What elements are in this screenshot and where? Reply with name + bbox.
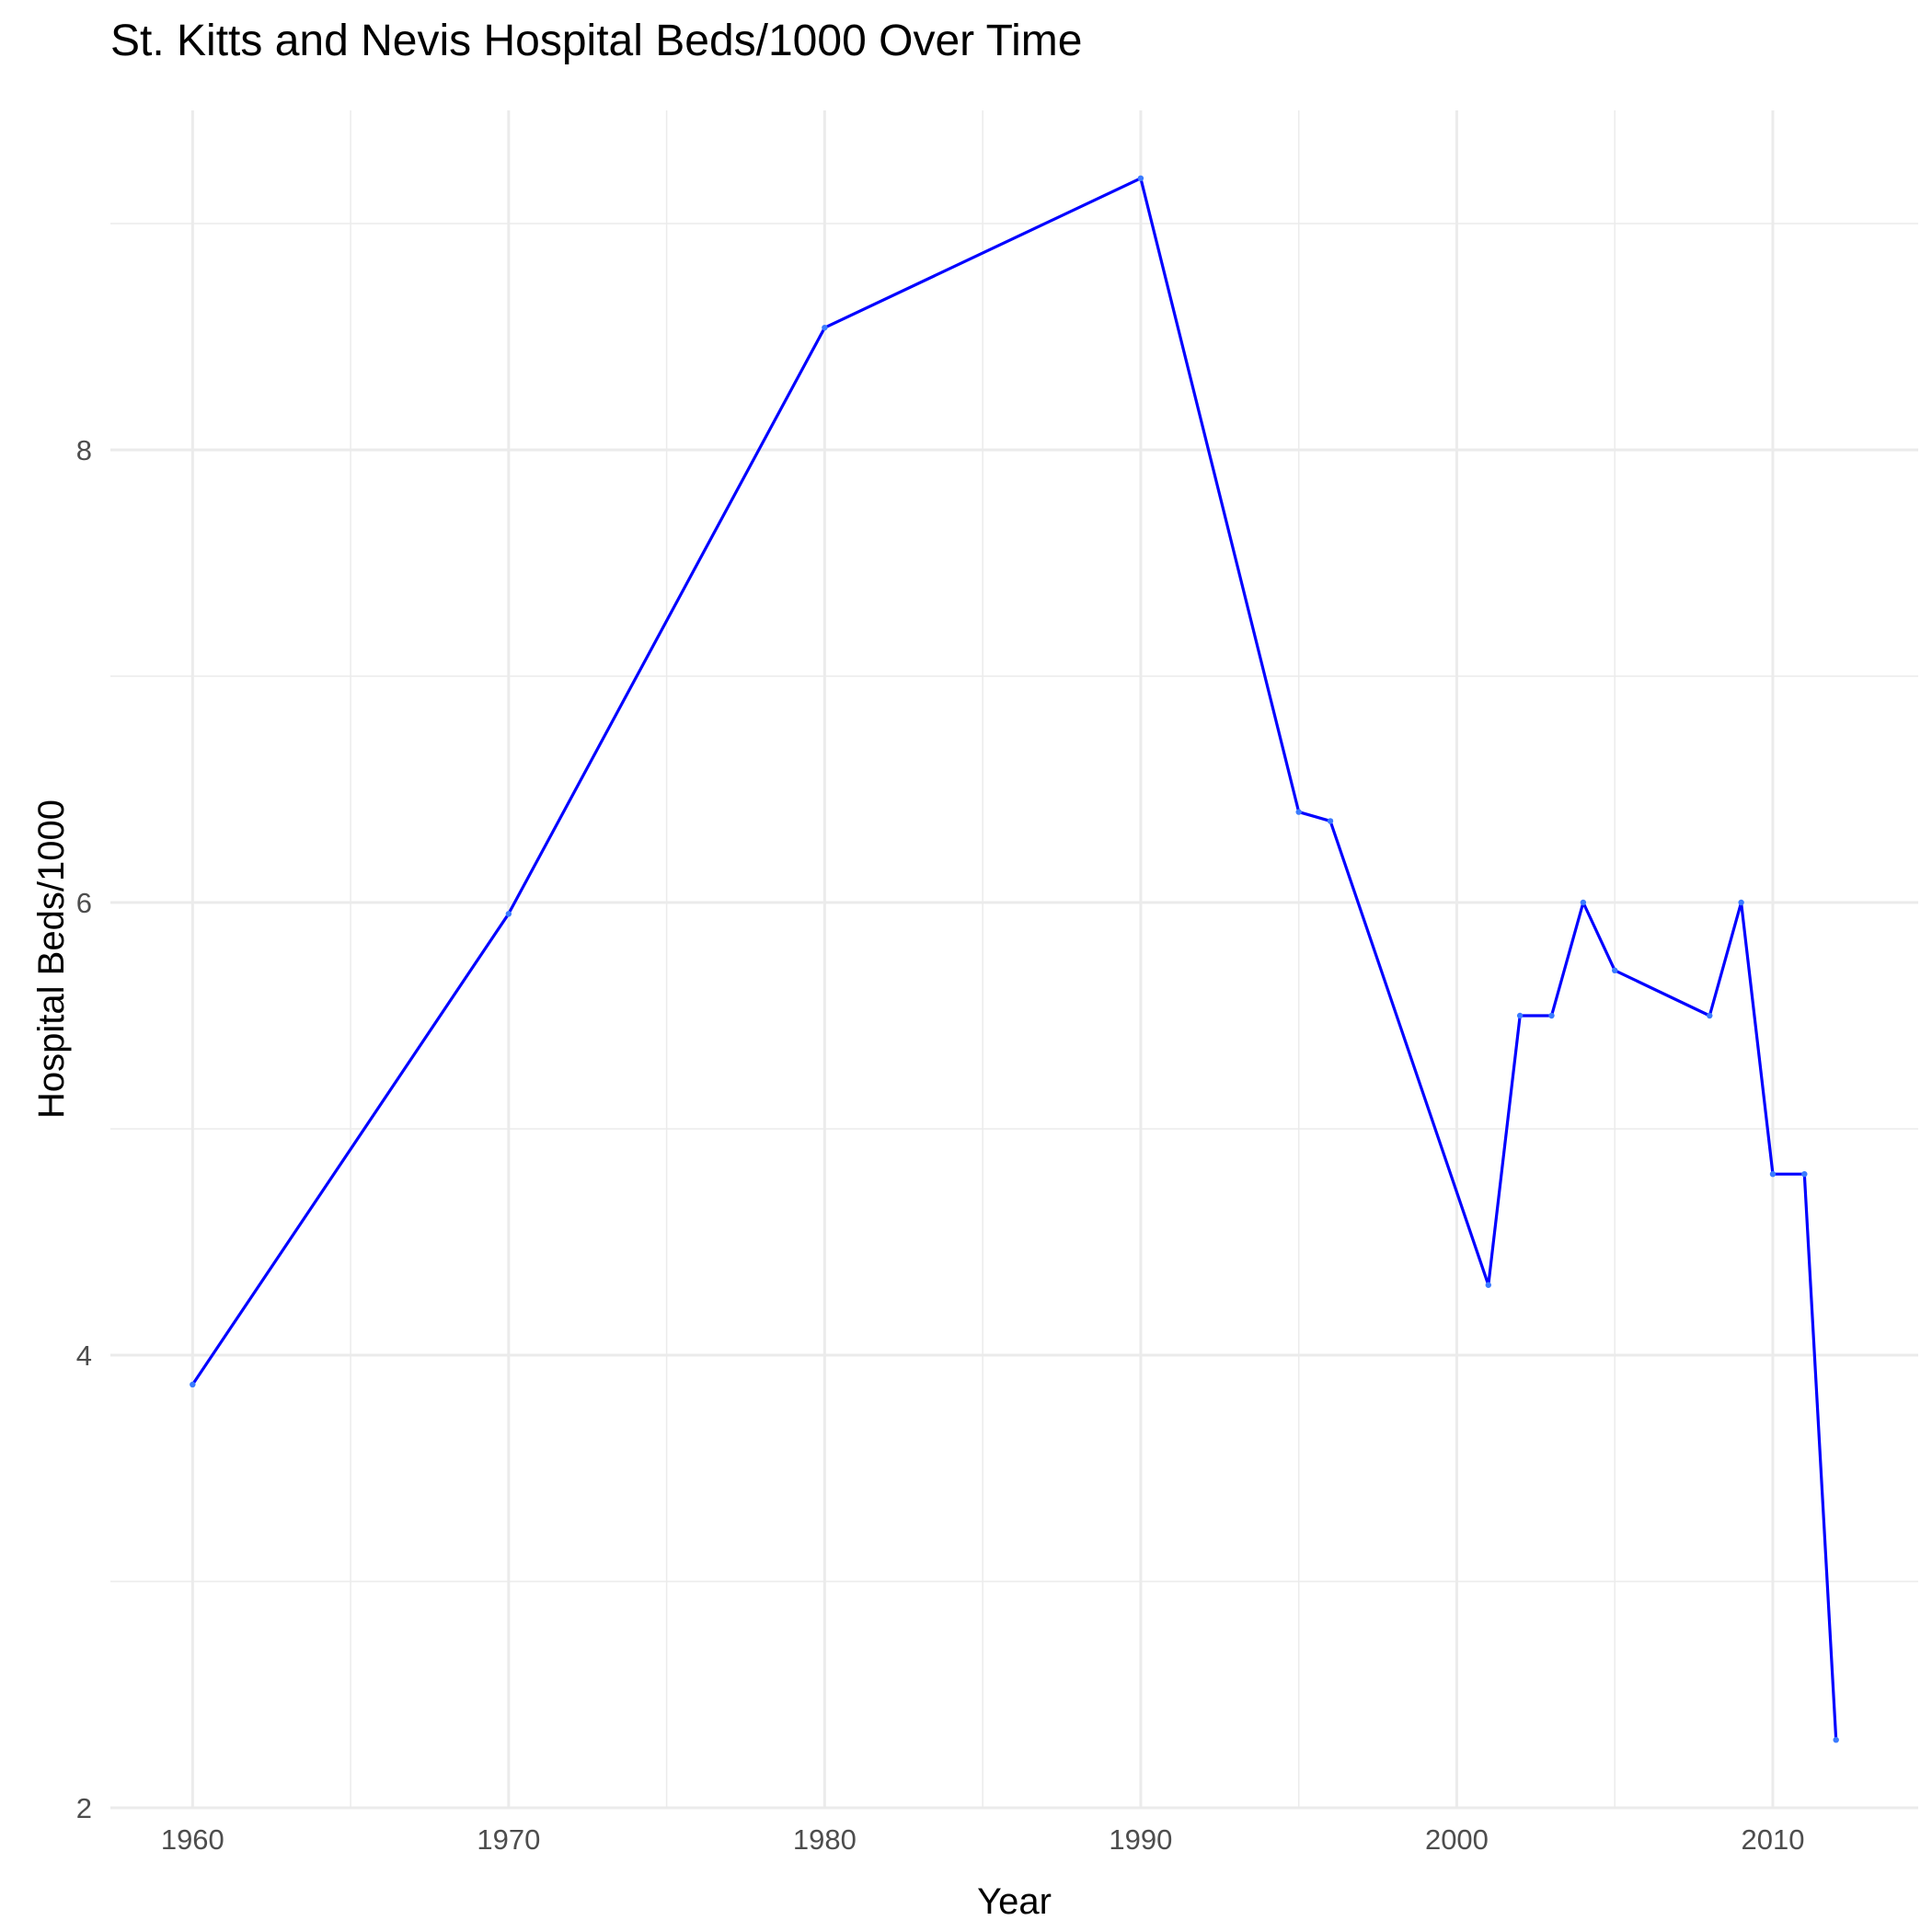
y-tick-label: 2 [76,1792,92,1824]
data-point [1612,967,1618,974]
x-tick-label: 1960 [161,1823,224,1856]
data-point [1801,1171,1808,1178]
series-line [190,177,1838,1742]
data-point [1769,1171,1777,1178]
y-tick-label: 6 [76,887,92,919]
data-point [1516,1012,1524,1019]
chart-title: St. Kitts and Nevis Hospital Beds/1000 O… [110,17,1082,65]
x-tick-label: 1980 [793,1823,857,1856]
data-point [1580,899,1587,906]
data-point [1707,1012,1713,1019]
y-tick-label: 8 [76,434,92,466]
data-point [1327,818,1334,824]
data-point [1295,809,1302,815]
data-point [1738,899,1744,906]
minor-gridlines [110,110,1918,1808]
data-point [190,1381,196,1388]
y-tick-label: 4 [76,1340,92,1372]
tick-labels: 1960 1970 1980 1990 2000 2010 2 4 6 8 [76,434,1805,1856]
data-point [1833,1737,1839,1743]
series-layer [190,177,1838,1742]
data-point [505,911,512,917]
points-layer [190,175,1839,1743]
x-axis-title: Year [977,1881,1052,1922]
data-point [822,324,828,331]
x-tick-label: 2010 [1741,1823,1804,1856]
data-point [1485,1282,1491,1288]
x-tick-label: 1990 [1109,1823,1172,1856]
data-point [1137,175,1144,181]
x-tick-label: 1970 [477,1823,540,1856]
data-point [1548,1012,1555,1019]
x-tick-label: 2000 [1425,1823,1489,1856]
y-axis-title: Hospital Beds/1000 [31,799,72,1119]
major-gridlines [110,110,1918,1810]
